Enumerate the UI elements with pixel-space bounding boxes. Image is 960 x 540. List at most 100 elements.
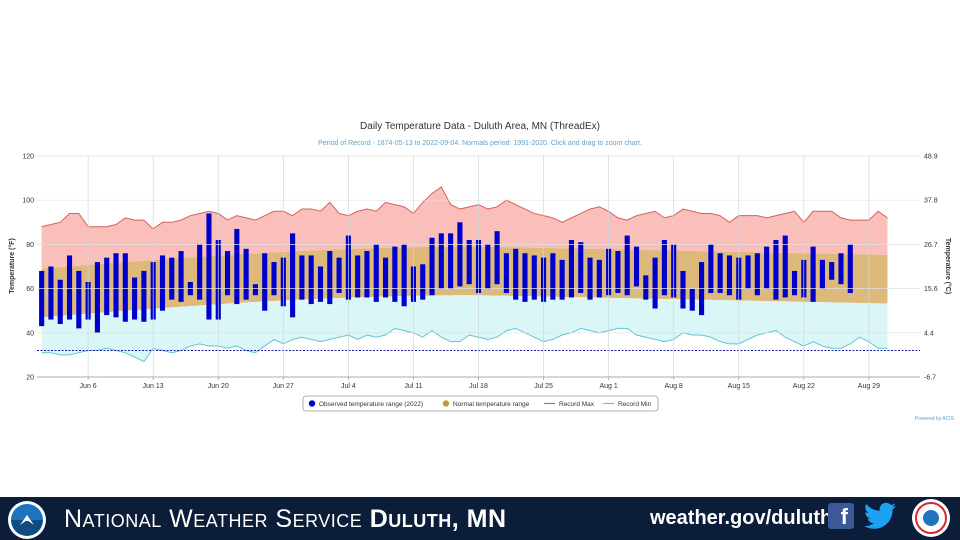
observed-bar <box>773 239 779 300</box>
observed-bar <box>782 235 788 298</box>
observed-bar <box>327 251 333 305</box>
x-axis: Jun 6 Jun 13 Jun 20 Jun 27 Jul 4 Jul 11 Jul 18… <box>37 376 920 390</box>
observed-bar <box>299 255 305 300</box>
facebook-icon[interactable]: f <box>828 503 854 529</box>
nws-footer-banner: National Weather Service Duluth, MN weat… <box>0 497 960 540</box>
observed-bar <box>317 266 324 302</box>
chart-title: Daily Temperature Data - Duluth Area, MN… <box>360 121 600 132</box>
x-tick-label: Aug 29 <box>858 383 880 390</box>
observed-bar <box>810 246 816 302</box>
observed-bar <box>94 262 100 333</box>
record-min-line <box>41 327 888 363</box>
observed-bar <box>197 244 203 300</box>
observed-bar <box>494 231 500 285</box>
observed-bar <box>48 266 54 320</box>
observed-bar <box>568 239 575 298</box>
observed-bar <box>513 248 519 300</box>
observed-bar <box>661 239 667 296</box>
record-max-line <box>41 186 888 230</box>
observed-bar <box>234 228 240 305</box>
office-title: National Weather Service Duluth, MN <box>64 505 507 534</box>
observed-bar <box>224 251 231 296</box>
observed-bar <box>689 288 695 311</box>
observed-bar <box>457 222 463 287</box>
observed-bar <box>169 257 175 300</box>
observed-bar <box>401 244 407 307</box>
x-tick-label: Jul 11 <box>404 383 422 390</box>
observed-bar <box>578 242 584 294</box>
website-link[interactable]: weather.gov/duluth <box>650 507 833 529</box>
x-tick-label: Jun 27 <box>273 383 294 390</box>
legend-record-min[interactable]: Record Min <box>618 401 652 408</box>
observed-bar <box>178 251 184 302</box>
observed-bar <box>271 262 277 296</box>
observed-bar <box>764 246 770 289</box>
powered-by-credit[interactable]: Powered by ACIS <box>915 416 955 422</box>
observed-bar <box>615 251 621 294</box>
chart-subtitle: Period of Record - 1874-05-13 to 2022-09… <box>318 140 642 147</box>
observed-bar <box>754 253 760 296</box>
observed-bar <box>643 275 649 300</box>
observed-bar <box>39 270 45 327</box>
observed-bar <box>364 251 370 298</box>
observed-bar <box>57 279 63 324</box>
left-tick-label: 60 <box>26 286 34 293</box>
x-tick-label: Aug 22 <box>793 383 815 390</box>
legend-box <box>302 395 659 412</box>
observed-bar <box>159 255 166 311</box>
observed-bar <box>336 257 342 294</box>
left-tick-label: 40 <box>26 330 34 337</box>
observed-bar <box>382 257 389 298</box>
left-axis-title: Temperature (°F) <box>8 238 16 294</box>
observed-bar <box>132 277 138 320</box>
right-tick-label: 37.8 <box>924 198 938 205</box>
observed-bar <box>829 262 835 280</box>
observed-bar <box>531 255 537 300</box>
observed-bar <box>122 253 128 322</box>
x-tick-label: Jul 25 <box>534 383 553 390</box>
observed-bar <box>847 244 853 294</box>
observed-bar <box>466 239 472 285</box>
observed-bar <box>141 270 147 322</box>
observed-bar <box>559 259 565 300</box>
observed-bar <box>550 253 556 300</box>
legend-normal[interactable]: Normal temperature range <box>453 401 530 408</box>
x-tick-label: Jun 6 <box>80 383 97 390</box>
right-tick-label: 4.4 <box>924 330 934 337</box>
observed-bar <box>290 233 296 318</box>
observed-bar <box>113 253 119 318</box>
chart-legend[interactable]: Observed temperature range (2022) Normal… <box>302 395 659 412</box>
left-tick-label: 120 <box>22 154 34 161</box>
legend-observed-swatch <box>308 400 316 407</box>
noaa-logo-icon <box>8 501 46 539</box>
observed-bar <box>243 248 249 300</box>
observed-bar <box>206 213 212 320</box>
observed-bar <box>819 259 825 289</box>
observed-bar <box>355 255 361 298</box>
record-low-band <box>41 295 888 362</box>
observed-bar <box>587 257 593 300</box>
x-tick-label: Jun 13 <box>143 383 164 390</box>
observed-bar <box>308 255 314 305</box>
observed-bar <box>503 253 509 294</box>
twitter-icon[interactable] <box>864 502 896 530</box>
observed-bar <box>420 264 426 300</box>
observed-bar <box>252 284 258 296</box>
observed-bar <box>392 246 398 302</box>
observed-bar <box>522 253 528 302</box>
legend-record-max[interactable]: Record Max <box>559 401 595 408</box>
observed-bar <box>624 235 630 296</box>
observed-bar <box>66 255 73 320</box>
agency-name: National Weather Service <box>64 505 363 533</box>
right-tick-label: 15.6 <box>924 286 938 293</box>
x-tick-label: Jul 18 <box>469 383 488 390</box>
observed-bar <box>791 270 798 296</box>
legend-observed[interactable]: Observed temperature range (2022) <box>319 401 423 408</box>
legend-normal-swatch <box>442 400 450 407</box>
observed-bar <box>104 257 110 316</box>
temperature-chart[interactable]: Daily Temperature Data - Duluth Area, MN… <box>0 0 960 497</box>
plot-area[interactable] <box>37 186 920 363</box>
right-tick-label: 26.7 <box>924 242 938 249</box>
right-y-axis: -6.7 4.4 15.6 26.7 37.8 48.9 <box>924 154 938 382</box>
right-axis-title: Temperature (°C) <box>944 238 952 294</box>
